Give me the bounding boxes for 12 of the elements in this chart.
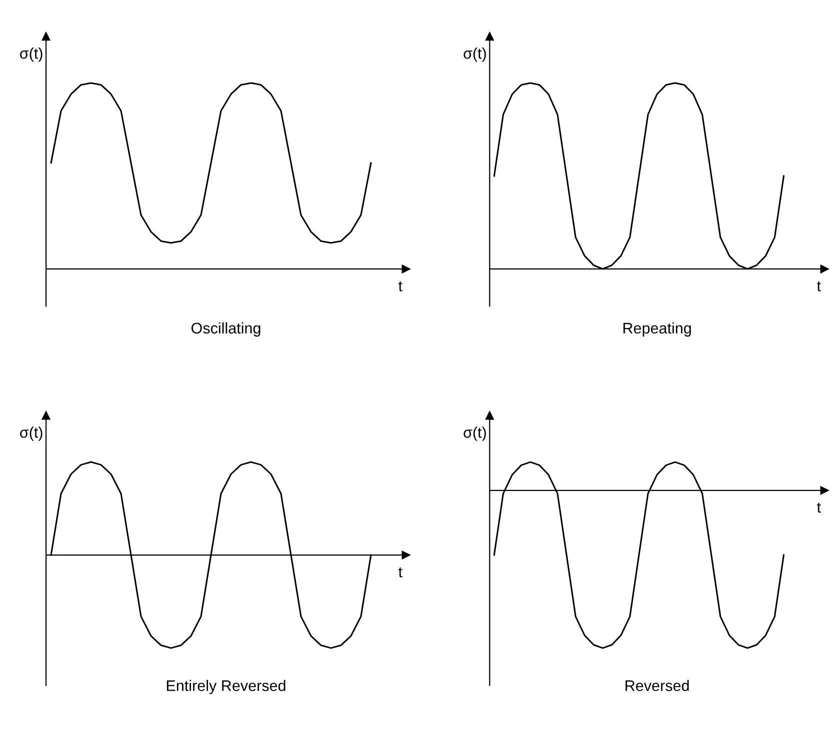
text: Oscillating — [191, 322, 260, 337]
text: Repeating — [623, 322, 691, 337]
x-axis-title: t — [817, 502, 821, 513]
text: Entirely Reversed — [166, 680, 286, 694]
text: Reversed — [626, 680, 689, 692]
y-axis-title: σ(t) — [20, 48, 42, 62]
y-axis-title: σ(t) — [20, 426, 42, 441]
y-axis-title: σ(t) — [464, 48, 486, 62]
x-axis-title: t — [398, 281, 402, 292]
y-axis-title: σ(t) — [464, 426, 486, 441]
x-axis-title: t — [398, 567, 402, 578]
x-axis-title: t — [817, 281, 821, 292]
